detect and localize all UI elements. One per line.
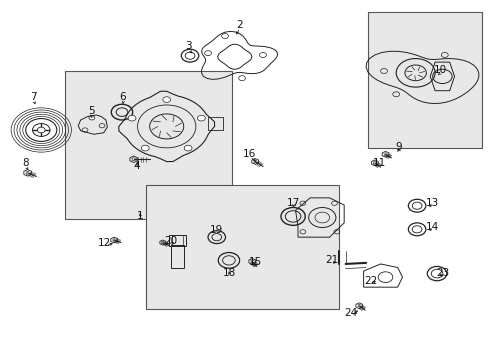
Circle shape [184, 145, 192, 151]
Bar [146, 185, 339, 309]
Circle shape [128, 115, 136, 121]
Text: 6: 6 [120, 92, 126, 102]
Bar [168, 235, 186, 246]
Text: 2: 2 [236, 20, 243, 30]
Text: 16: 16 [242, 149, 255, 158]
Text: 10: 10 [433, 65, 446, 75]
Text: 13: 13 [425, 198, 438, 208]
Text: 9: 9 [395, 142, 402, 152]
Text: 20: 20 [163, 236, 177, 246]
Text: 15: 15 [248, 257, 262, 267]
Text: 23: 23 [435, 268, 448, 278]
Text: 14: 14 [425, 222, 438, 232]
Text: 7: 7 [30, 92, 36, 102]
Text: 17: 17 [286, 198, 299, 207]
Text: 24: 24 [343, 308, 356, 318]
Text: 22: 22 [364, 276, 377, 286]
Circle shape [141, 145, 149, 151]
Text: 5: 5 [88, 106, 95, 116]
Circle shape [163, 97, 170, 103]
Bar [64, 71, 232, 219]
Circle shape [197, 115, 205, 121]
Text: 21: 21 [325, 255, 338, 265]
Circle shape [37, 127, 45, 133]
Text: 3: 3 [185, 41, 191, 51]
Text: 12: 12 [98, 238, 111, 248]
Text: 18: 18 [222, 268, 235, 278]
Text: 4: 4 [133, 161, 140, 171]
Text: 11: 11 [372, 158, 386, 168]
Bar [368, 12, 481, 148]
Bar [171, 245, 183, 268]
Text: 19: 19 [210, 225, 223, 235]
Text: 8: 8 [22, 158, 29, 168]
Text: 1: 1 [136, 211, 143, 221]
